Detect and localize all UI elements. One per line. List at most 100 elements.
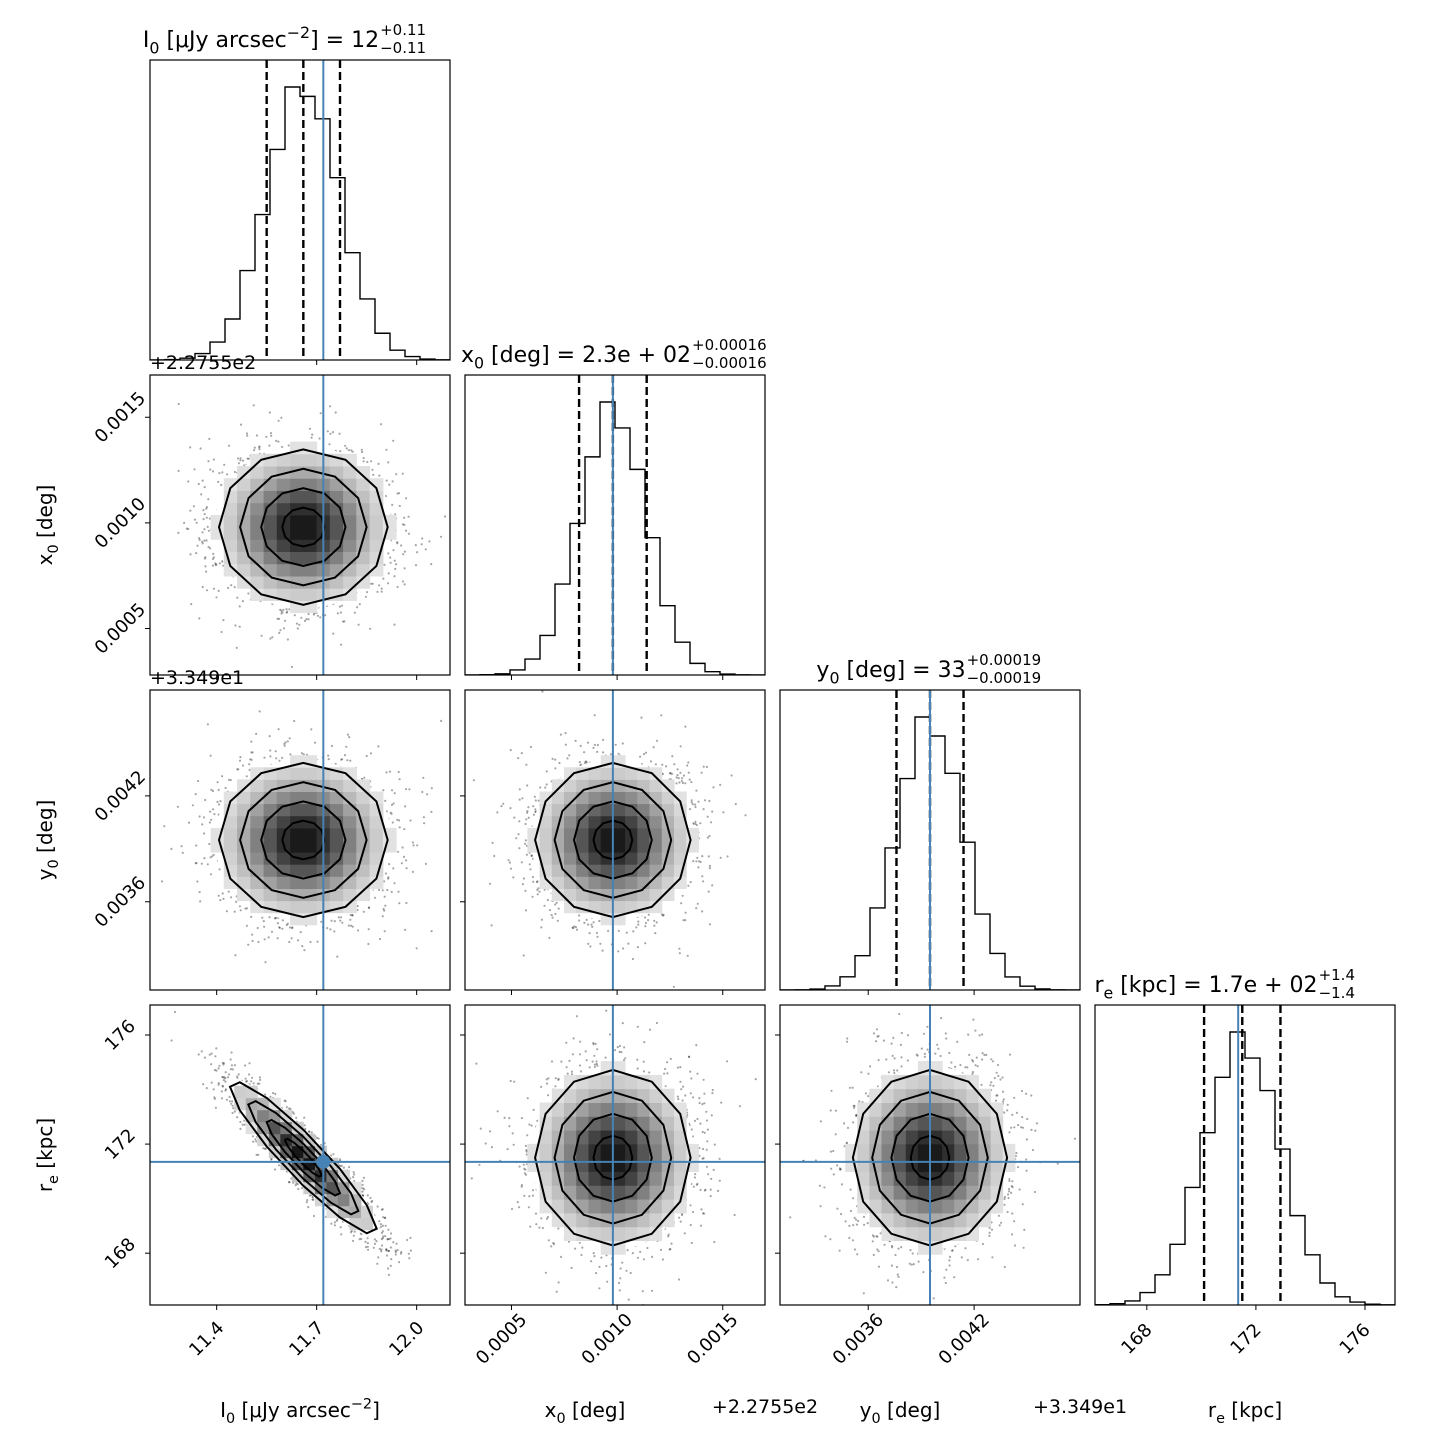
sample-point — [209, 468, 212, 471]
sample-point — [295, 622, 299, 625]
sample-point — [288, 737, 291, 740]
density-cell — [303, 453, 318, 467]
sample-point — [401, 472, 404, 475]
sample-point — [137, 542, 139, 544]
sample-point — [329, 928, 332, 931]
sample-point — [336, 612, 339, 615]
sample-point — [362, 460, 365, 463]
density-cell — [303, 563, 318, 577]
sample-point — [269, 637, 272, 640]
sample-point — [387, 876, 390, 879]
density-cell — [343, 453, 357, 467]
sample-point — [291, 927, 294, 930]
sample-point — [330, 919, 333, 922]
sample-point — [185, 527, 188, 530]
sample-point — [216, 800, 219, 804]
sample-point — [203, 513, 206, 516]
sample-point — [308, 427, 312, 430]
sample-point — [189, 509, 192, 512]
sample-point — [261, 916, 264, 919]
sample-point — [274, 917, 277, 920]
density-cell — [223, 527, 238, 540]
density-cell — [276, 539, 291, 552]
sample-point — [405, 901, 408, 905]
density-cell — [223, 514, 238, 528]
sample-point — [357, 929, 360, 932]
sample-point — [288, 608, 291, 611]
density-cell — [276, 478, 291, 491]
sample-point — [398, 826, 401, 829]
sample-point — [328, 443, 331, 446]
sample-point — [329, 432, 332, 435]
sample-point — [198, 891, 201, 894]
sample-point — [282, 608, 285, 611]
sample-point — [384, 872, 387, 875]
sample-point — [203, 832, 206, 835]
sample-point — [260, 634, 263, 637]
sample-point — [443, 515, 447, 518]
sample-point — [369, 752, 373, 755]
sample-point — [403, 828, 406, 831]
density-cell — [250, 576, 265, 589]
sample-point — [193, 518, 197, 521]
density-cell — [343, 563, 357, 577]
sample-point — [401, 523, 404, 526]
sample-point — [241, 600, 244, 603]
sample-point — [280, 609, 283, 612]
sample-point — [201, 531, 204, 534]
sample-point — [411, 870, 414, 874]
sample-point — [430, 563, 433, 566]
sample-point — [236, 768, 239, 771]
density-cell — [263, 490, 278, 504]
histogram-re — [1095, 1031, 1395, 1305]
sample-point — [203, 539, 206, 542]
sample-point — [351, 914, 354, 917]
sample-point — [339, 450, 342, 453]
sample-point — [239, 457, 242, 460]
sample-point — [206, 723, 209, 726]
sample-point — [342, 620, 345, 623]
density-cell — [290, 563, 304, 577]
sample-point — [253, 449, 256, 452]
sample-point — [393, 792, 396, 795]
sample-point — [255, 732, 258, 736]
sample-point — [327, 758, 330, 761]
sample-point — [402, 553, 405, 556]
density-cell — [303, 527, 318, 540]
sample-point — [209, 873, 213, 876]
sample-point — [387, 582, 390, 585]
hist-panel-re — [1094, 1004, 1396, 1306]
sample-point — [207, 498, 210, 501]
sample-point — [278, 631, 281, 635]
sample-point — [380, 587, 383, 590]
sample-point — [403, 516, 406, 519]
sample-point — [220, 630, 223, 634]
sample-point — [301, 945, 304, 948]
sample-point — [411, 841, 414, 844]
density-cell — [343, 490, 357, 504]
sample-point — [397, 850, 400, 853]
sample-point — [269, 432, 273, 435]
sample-point — [293, 614, 296, 617]
sample-point — [383, 880, 386, 883]
sample-point — [316, 940, 319, 943]
sample-point — [392, 867, 395, 870]
density-cell — [369, 514, 384, 528]
sample-point — [268, 411, 271, 414]
sample-point — [274, 750, 277, 753]
axes-frame — [149, 374, 451, 676]
sample-point — [203, 528, 206, 531]
density-cell — [250, 490, 265, 504]
sample-point — [360, 448, 363, 451]
sample-point — [245, 924, 248, 927]
sample-point — [403, 583, 406, 586]
density-cell — [303, 514, 318, 528]
sample-point — [384, 799, 387, 803]
density-cell — [290, 490, 304, 504]
sample-point — [316, 614, 319, 617]
density-cell — [250, 466, 265, 479]
sample-point — [344, 444, 347, 447]
sample-point — [200, 862, 203, 865]
sample-point — [351, 914, 354, 917]
density-cell — [303, 588, 318, 601]
